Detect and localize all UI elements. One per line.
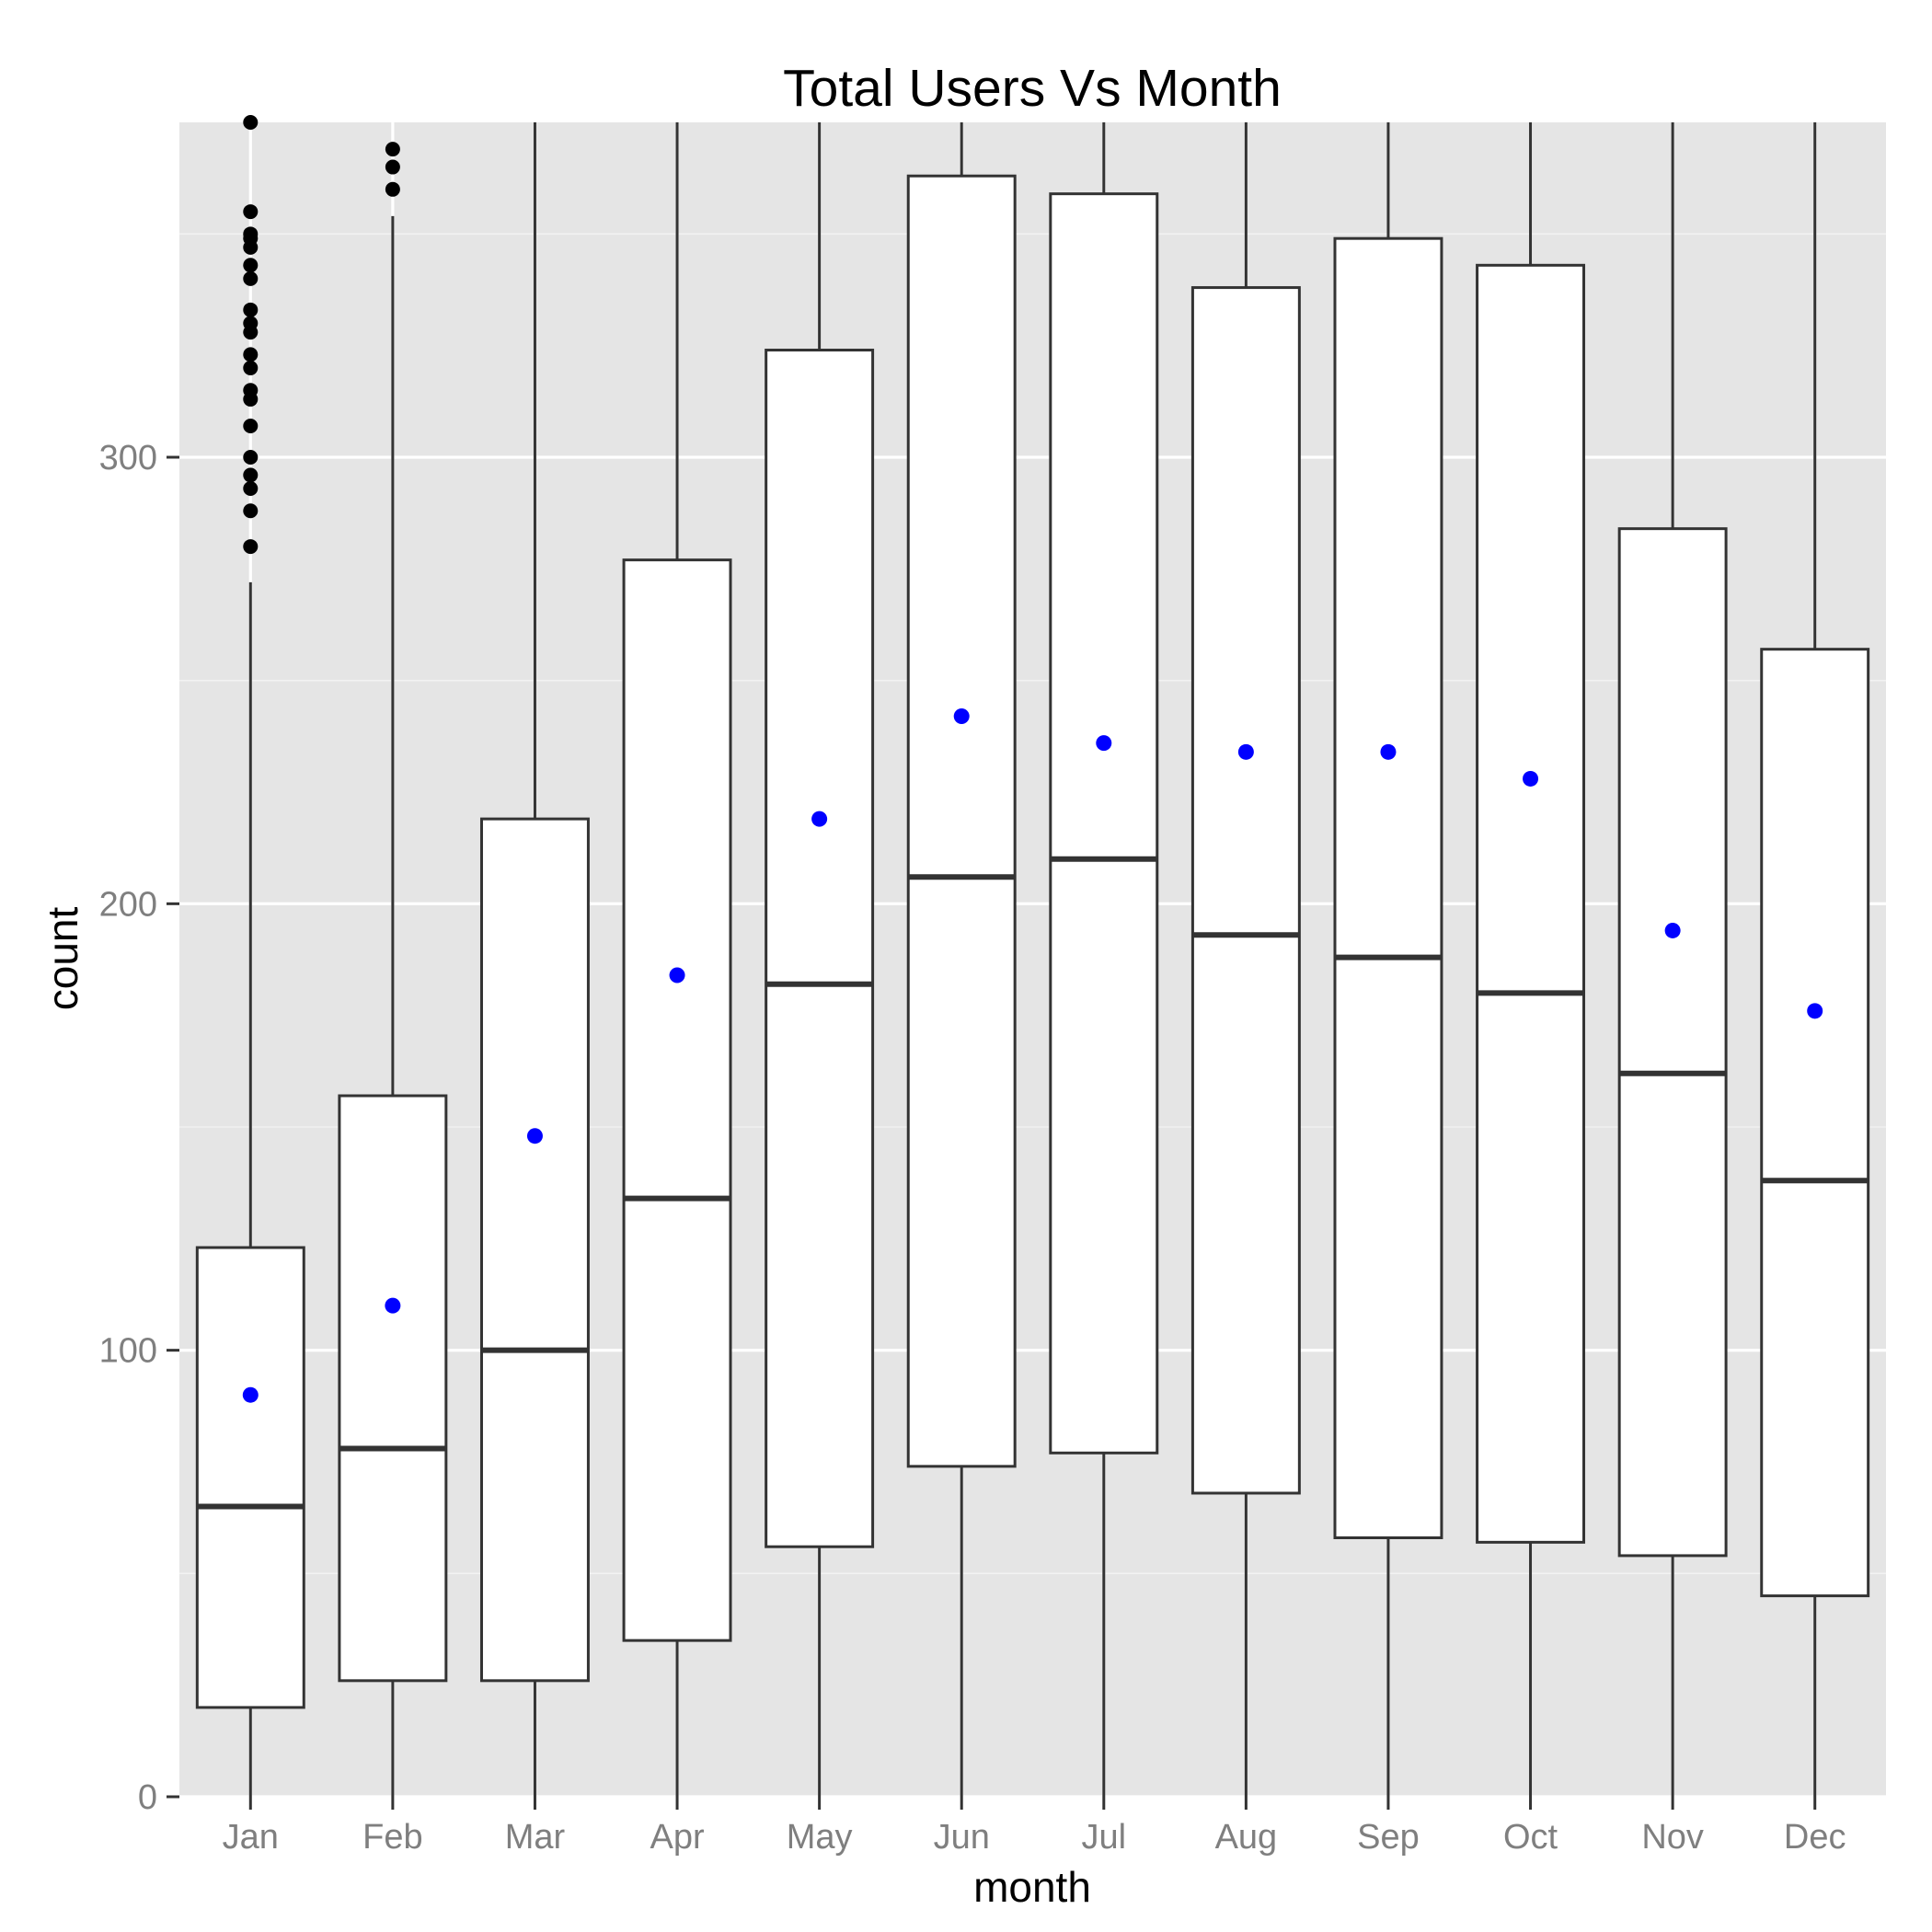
x-tick-label: Mar	[505, 1818, 566, 1857]
panel-background	[179, 122, 1886, 1797]
outlier-point	[385, 159, 400, 175]
y-axis-title: count	[39, 907, 86, 1011]
outlier-point	[243, 226, 259, 242]
outlier-point	[243, 270, 259, 286]
x-tick-label: Jul	[1082, 1818, 1127, 1857]
outlier-point	[243, 467, 259, 483]
mean-point	[242, 1386, 259, 1403]
box-nov	[1617, 122, 1728, 1797]
axes: 0 100 200 300 Jan Feb Mar Apr May Jun Jul Aug Sep Oct…	[99, 439, 1846, 1857]
box-iqr	[338, 1094, 448, 1683]
x-axis-title: month	[973, 1863, 1091, 1911]
outlier-point	[243, 539, 259, 555]
outlier-point	[243, 347, 259, 362]
mean-point	[811, 811, 828, 827]
outlier-point	[243, 383, 259, 398]
x-tick-label: Dec	[1784, 1818, 1846, 1857]
outlier-point	[243, 302, 259, 317]
box-dec	[1760, 122, 1870, 1797]
y-tick-label: 0	[138, 1778, 157, 1817]
outlier-point	[243, 316, 259, 331]
mean-point	[1237, 743, 1254, 760]
mean-point	[1807, 1003, 1823, 1019]
outlier-point	[243, 258, 259, 273]
x-tick-label: Jun	[934, 1818, 990, 1857]
box-may	[765, 122, 875, 1797]
plot-panel	[179, 122, 1886, 1797]
mean-point	[526, 1128, 543, 1144]
box-apr	[622, 122, 732, 1797]
y-tick-label: 100	[99, 1332, 157, 1371]
x-tick-label: Feb	[362, 1818, 422, 1857]
box-iqr	[765, 349, 875, 1548]
mean-point	[385, 1297, 401, 1314]
y-tick-label: 200	[99, 885, 157, 924]
x-tick-label: Apr	[650, 1818, 704, 1857]
box-iqr	[1760, 648, 1870, 1598]
box-iqr	[195, 1246, 305, 1709]
mean-point	[953, 707, 970, 724]
mean-point	[1380, 743, 1397, 760]
chart-title: Total Users Vs Month	[783, 59, 1282, 118]
outlier-point	[243, 503, 259, 519]
x-tick-label: Jan	[223, 1818, 279, 1857]
mean-point	[1096, 735, 1112, 752]
box-iqr	[1049, 192, 1159, 1455]
box-iqr	[622, 558, 732, 1642]
box-feb	[338, 142, 448, 1797]
outlier-point	[243, 419, 259, 434]
outlier-point	[385, 142, 400, 157]
mean-point	[669, 967, 685, 983]
outlier-point	[243, 115, 259, 130]
box-iqr	[1333, 236, 1443, 1540]
mean-point	[1664, 922, 1681, 938]
outlier-point	[243, 204, 259, 220]
box-iqr	[1617, 527, 1728, 1558]
mean-point	[1523, 770, 1539, 787]
box-aug	[1190, 122, 1301, 1797]
box-sep	[1333, 122, 1443, 1797]
outlier-point	[243, 360, 259, 375]
box-mar	[479, 122, 590, 1797]
box-oct	[1476, 122, 1586, 1797]
box-iqr	[479, 817, 590, 1683]
box-iqr	[1190, 286, 1301, 1495]
y-tick-label: 300	[99, 439, 157, 477]
x-tick-label: May	[787, 1818, 853, 1857]
outlier-point	[243, 480, 259, 496]
box-iqr	[906, 174, 1017, 1468]
x-tick-label: Sep	[1357, 1818, 1420, 1857]
outlier-point	[385, 181, 400, 197]
x-tick-label: Oct	[1503, 1818, 1558, 1857]
box-marks	[195, 115, 1870, 1797]
box-jun	[906, 122, 1017, 1797]
outlier-point	[243, 450, 259, 465]
box-iqr	[1476, 263, 1586, 1544]
x-tick-label: Nov	[1641, 1818, 1704, 1857]
box-jul	[1049, 122, 1159, 1797]
box-jan	[195, 115, 305, 1797]
x-tick-label: Aug	[1215, 1818, 1278, 1857]
